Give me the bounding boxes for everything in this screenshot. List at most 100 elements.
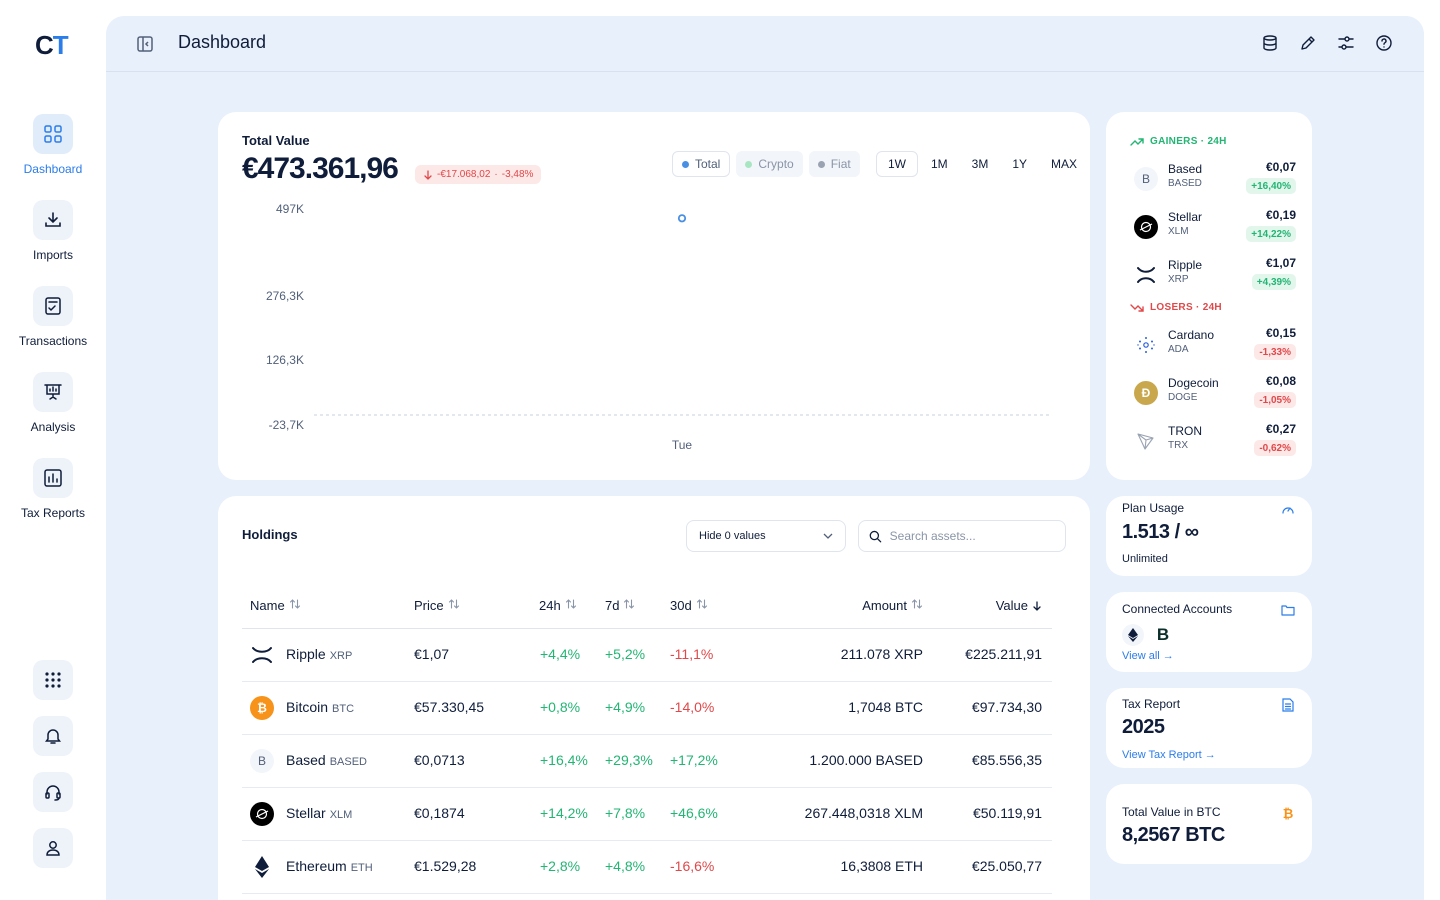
nav-item-tax-reports[interactable]: Tax Reports (0, 458, 106, 520)
total-value-card: Total Value €473.361,96 -€17.068,02 · -3… (218, 112, 1090, 480)
sliders-icon[interactable] (1336, 33, 1356, 53)
apps-grid-button[interactable] (33, 660, 73, 700)
range-1w[interactable]: 1W (876, 151, 918, 177)
col-24h[interactable]: 24h (539, 598, 577, 613)
coin-symbol: TRX (1168, 440, 1188, 451)
price-cell: €57.330,45 (414, 699, 485, 715)
app-logo[interactable]: CT (35, 30, 69, 60)
asset-name-cell: Stellar XLM (286, 805, 352, 821)
profile-button[interactable] (33, 828, 73, 868)
tax-report-year: 2025 (1122, 716, 1165, 738)
plan-usage-card[interactable]: Plan Usage 1.513 / ∞ Unlimited (1106, 496, 1312, 576)
apps-grid-icon (45, 672, 61, 688)
range-1m[interactable]: 1M (931, 157, 948, 171)
holding-row[interactable]: Ethereum ETH €1.529,28 +2,8% +4,8% -16,6%… (242, 841, 1052, 894)
bitcoin-icon: ₿ (1282, 805, 1294, 821)
change-7d-cell: +4,8% (605, 858, 646, 874)
change-7d-cell: +4,9% (605, 699, 646, 715)
col-amount[interactable]: Amount (862, 598, 923, 613)
search-icon (869, 530, 882, 542)
headset-icon (45, 785, 61, 801)
coin-change: +16,40% (1246, 178, 1296, 194)
holding-row[interactable]: Stellar XLM €0,1874 +14,2% +7,8% +46,6% 2… (242, 788, 1052, 841)
col-30d[interactable]: 30d (670, 598, 708, 613)
plan-usage-title: Plan Usage (1122, 501, 1185, 515)
y-tick-label: 276,3K (266, 289, 304, 303)
notifications-button[interactable] (33, 716, 73, 756)
change-7d-cell: +29,3% (605, 752, 653, 768)
asset-name-cell: Ripple XRP (286, 646, 352, 662)
coin-name: Stellar (1168, 210, 1203, 224)
database-icon[interactable] (1260, 33, 1280, 53)
nav-item-imports[interactable]: Imports (0, 200, 106, 262)
holding-row[interactable]: ₿ Bitcoin BTC €57.330,45 +0,8% +4,9% -14,… (242, 682, 1052, 735)
view-tax-report-link[interactable]: View Tax Report → (1122, 749, 1216, 761)
movers-card: GAINERS · 24H B Based BASED €0,07 +16,40… (1106, 112, 1312, 480)
col-value[interactable]: Value (996, 598, 1042, 613)
col-label: Value (995, 598, 1028, 613)
nav-item-dashboard[interactable]: Dashboard (0, 114, 106, 176)
holding-row[interactable]: Ripple XRP €1,07 +4,4% +5,2% -11,1% 211.0… (242, 629, 1052, 682)
trend-up-icon (1130, 137, 1144, 146)
gainer-row[interactable]: Ripple XRP €1,07 +4,39% (1122, 256, 1296, 296)
tron-logo-icon (1134, 429, 1158, 453)
hide-zero-select[interactable]: Hide 0 values (686, 520, 846, 552)
loser-row[interactable]: Ð Dogecoin DOGE €0,08 -1,05% (1122, 374, 1296, 414)
y-tick-label: 497K (276, 202, 304, 216)
view-all-accounts-link[interactable]: View all → (1122, 650, 1174, 662)
coin-change: +4,39% (1251, 274, 1296, 290)
sidebar: CT Dashboard Imports Transactions Analys… (0, 0, 106, 900)
loser-row[interactable]: TRON TRX €0,27 -0,62% (1122, 422, 1296, 462)
legend-fiat[interactable]: Fiat (808, 151, 860, 177)
sidebar-collapse-button[interactable] (136, 35, 154, 58)
coin-change: -1,05% (1254, 392, 1296, 408)
search-input[interactable] (889, 529, 1055, 543)
nav-item-analysis[interactable]: Analysis (0, 372, 106, 434)
coin-symbol: DOGE (1168, 392, 1198, 403)
range-3m[interactable]: 3M (971, 157, 989, 171)
sidebar-collapse-icon (137, 36, 153, 52)
asset-name-cell: Based BASED (286, 752, 367, 768)
asset-symbol: XRP (329, 650, 353, 662)
gainer-row[interactable]: Stellar XLM €0,19 +14,22% (1122, 208, 1296, 248)
total-value-change-badge: -€17.068,02 · -3,48% (415, 165, 542, 184)
support-button[interactable] (33, 772, 73, 812)
col-price[interactable]: Price (414, 598, 460, 613)
ethereum-account-icon[interactable] (1122, 624, 1144, 646)
nav-item-transactions[interactable]: Transactions (0, 286, 106, 348)
connected-accounts-title: Connected Accounts (1122, 602, 1233, 616)
legend-total[interactable]: Total (672, 151, 731, 177)
col-name[interactable]: Name (250, 598, 301, 613)
bitcoin-logo-icon: ₿ (250, 696, 274, 720)
asset-symbol: XLM (329, 809, 353, 821)
price-cell: €0,1874 (414, 805, 465, 821)
btc-total-title: Total Value in BTC (1122, 805, 1221, 819)
range-max[interactable]: MAX (1051, 157, 1078, 171)
holding-row[interactable]: B Based BASED €0,0713 +16,4% +29,3% +17,2… (242, 735, 1052, 788)
asset-search[interactable] (858, 520, 1066, 552)
legend-crypto[interactable]: Crypto (736, 151, 803, 177)
gainer-row[interactable]: B Based BASED €0,07 +16,40% (1122, 160, 1296, 200)
tax-report-card: Tax Report 2025 View Tax Report → (1106, 688, 1312, 768)
losers-title: LOSERS · 24H (1150, 302, 1222, 313)
coin-symbol: BASED (1168, 178, 1202, 189)
presentation-chart-icon (33, 372, 73, 412)
col-label: Price (414, 598, 444, 613)
chart-point-total[interactable] (677, 214, 687, 223)
pencil-icon[interactable] (1298, 33, 1318, 53)
range-1y[interactable]: 1Y (1012, 157, 1028, 171)
loser-row[interactable]: Cardano ADA €0,15 -1,33% (1122, 326, 1296, 366)
coin-symbol: ADA (1168, 344, 1189, 355)
sort-icon (289, 598, 301, 613)
based-logo-icon: B (1134, 167, 1158, 191)
col-label: 24h (539, 598, 561, 613)
asset-name-cell: Bitcoin BTC (286, 699, 354, 715)
asset-symbol: BTC (332, 703, 355, 715)
help-icon[interactable] (1374, 33, 1394, 53)
col-7d[interactable]: 7d (605, 598, 635, 613)
change-30d-cell: +17,2% (670, 752, 718, 768)
ripple-logo-icon (1134, 263, 1158, 287)
exchange-account-icon[interactable]: B (1156, 625, 1170, 644)
legend-dot (817, 160, 825, 168)
trend-down-icon (1130, 303, 1144, 312)
